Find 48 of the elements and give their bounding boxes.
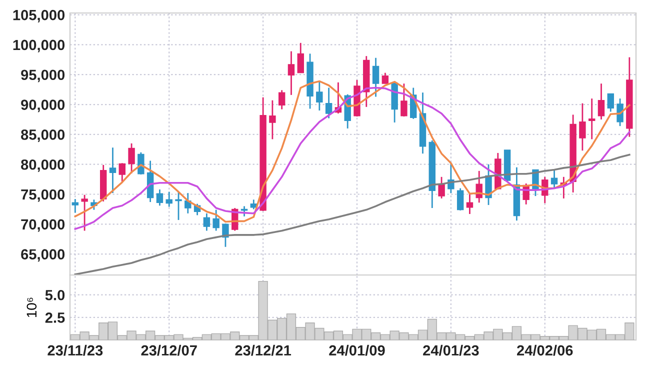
candlestick (400, 82, 408, 118)
x-tick-label: 23/12/07 (141, 344, 197, 356)
x-tick-label: 24/01/09 (329, 344, 385, 356)
x-tick-label: 23/12/21 (235, 344, 292, 356)
candlestick (325, 87, 332, 119)
y-tick-label: 5.0 (45, 290, 65, 300)
candlestick (607, 93, 614, 112)
y-tick-label: 75,000 (21, 189, 65, 202)
candlestick (81, 194, 88, 232)
y-tick-label: 70,000 (21, 219, 65, 232)
candlestick (128, 142, 135, 174)
x-tick-label: 24/02/06 (517, 344, 573, 356)
candlestick (156, 188, 164, 206)
y-tick-label: 2.5 (45, 312, 65, 323)
y-axis-title: 10⁶ (26, 298, 37, 318)
y-tick-label: 65,000 (21, 249, 65, 262)
x-tick-label: 24/01/23 (423, 344, 479, 356)
y-tick-label: 90,000 (21, 100, 65, 112)
candlestick (598, 82, 605, 120)
candlestick (288, 50, 295, 96)
candlestick (438, 176, 445, 200)
candlestick (203, 212, 210, 232)
candlestick (588, 98, 596, 140)
y-tick-label: 85,000 (21, 130, 65, 142)
line-series (74, 154, 630, 275)
candlestick (297, 42, 304, 74)
candlestick (550, 169, 558, 189)
candlestick (382, 72, 389, 84)
candlestick (466, 192, 474, 215)
y-tick-label: 100,000 (13, 40, 65, 52)
candlestick (166, 191, 172, 208)
candlestick (212, 209, 220, 232)
y-tick-label: 80,000 (21, 159, 65, 172)
candlestick (109, 146, 116, 194)
candlestick (278, 89, 286, 110)
candlestick (616, 98, 624, 127)
x-tick-label: 23/11/23 (48, 344, 103, 356)
candlestick (372, 57, 380, 98)
candlestick (316, 81, 323, 112)
candlestick (269, 100, 276, 140)
candlestick (456, 188, 464, 212)
candlestick (118, 162, 126, 182)
candlestick (579, 102, 586, 152)
candlestick (250, 198, 258, 210)
y-tick-label: 95,000 (21, 70, 65, 82)
y-tick-label: 105,000 (13, 10, 65, 22)
candlestick (72, 198, 79, 214)
candlestick (184, 192, 192, 214)
